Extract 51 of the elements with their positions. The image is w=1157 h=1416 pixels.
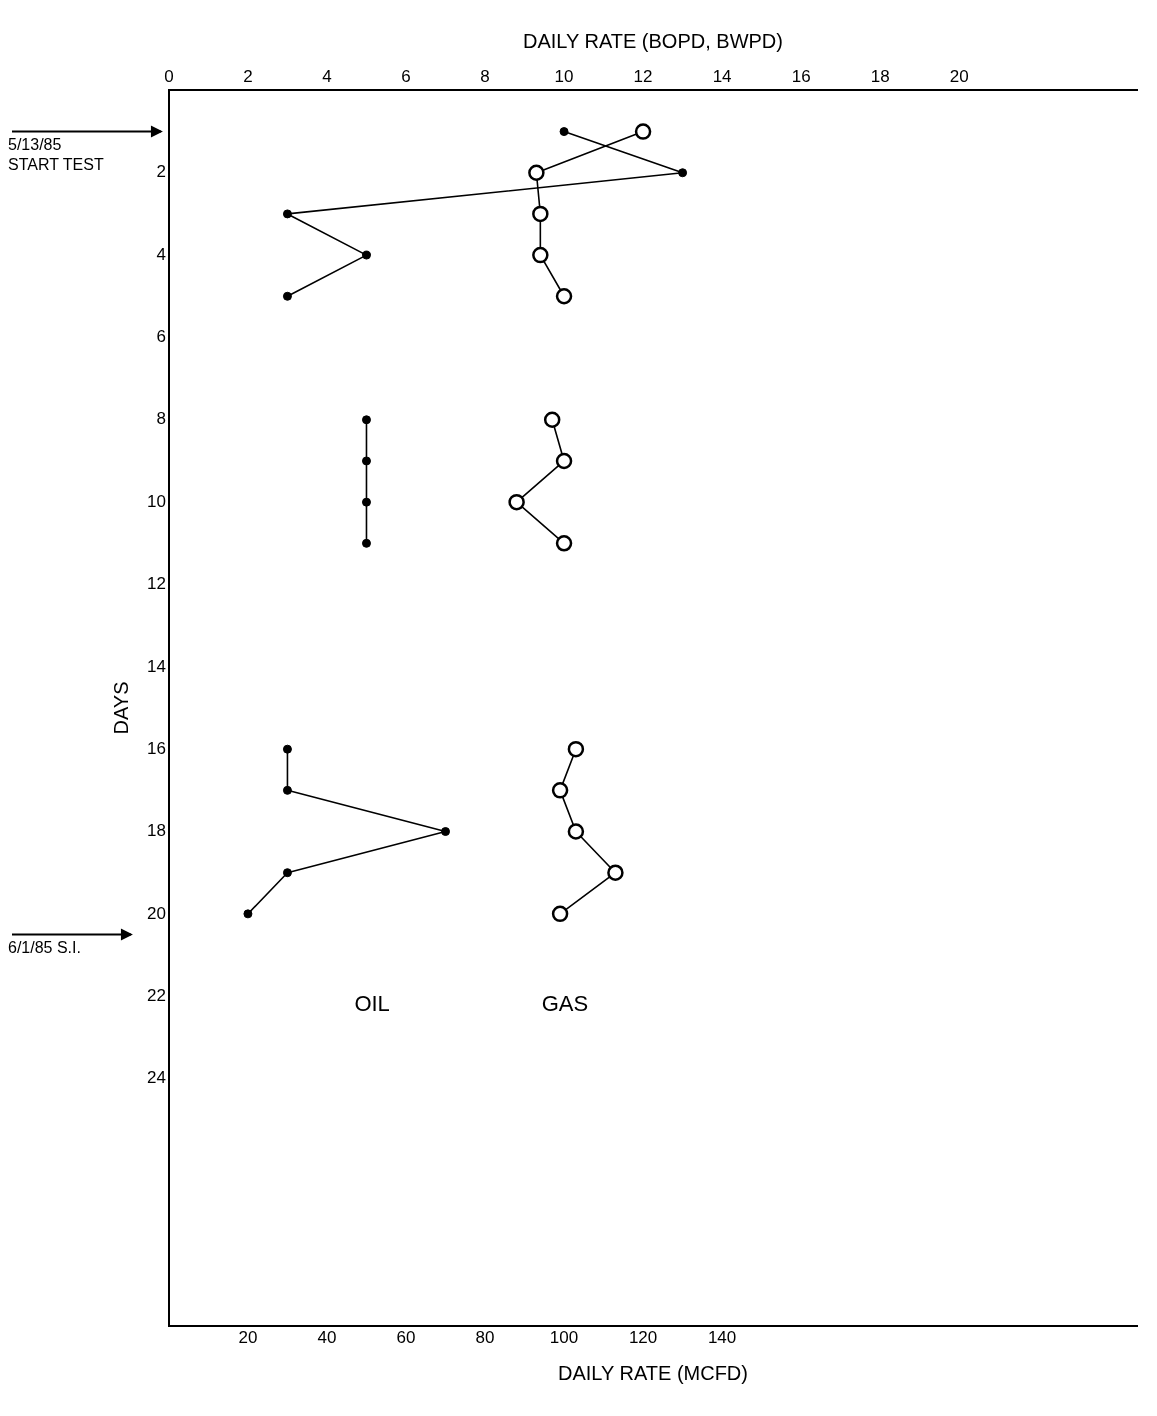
x2-tick-label: 10 [554, 66, 574, 86]
x2-tick-label: 20 [949, 66, 969, 86]
text: GAS [541, 990, 589, 1016]
x-tick-label: 20 [238, 1328, 258, 1348]
point [282, 209, 292, 219]
point [441, 827, 451, 837]
point [282, 291, 292, 301]
x2-tick-label: 12 [633, 66, 653, 86]
y-tick-label: 6 [156, 327, 166, 347]
point [282, 785, 292, 795]
y-tick-label: 16 [146, 738, 166, 758]
x2-tick-label: 6 [401, 66, 411, 86]
y-axis-title: DAYS [109, 681, 132, 735]
y-tick-label: 20 [146, 903, 166, 923]
y-tick-label: 12 [146, 574, 166, 594]
x-tick-label: 40 [317, 1328, 337, 1348]
x-tick-label: 60 [396, 1328, 416, 1348]
x-tick-label: 140 [707, 1328, 737, 1348]
x2-axis-title: DAILY RATE (BOPD, BWPD) [522, 29, 783, 52]
point [361, 538, 371, 548]
text: 5/13/85 START TEST [8, 135, 104, 173]
x2-tick-label: 0 [164, 66, 174, 86]
x2-tick-label: 14 [712, 66, 732, 86]
text: OIL [354, 990, 390, 1016]
point [361, 497, 371, 507]
point [678, 168, 688, 178]
x2-tick-label: 2 [243, 66, 253, 86]
y-tick-label: 4 [156, 244, 166, 264]
y-tick-label: 24 [146, 1068, 166, 1088]
point [559, 127, 569, 137]
point [282, 868, 292, 878]
y-tick-label: 22 [146, 985, 166, 1005]
x-tick-label: 100 [549, 1328, 579, 1348]
y-tick-label: 14 [146, 656, 166, 676]
y-tick-label: 2 [156, 162, 166, 182]
x2-tick-label: 18 [870, 66, 890, 86]
x2-tick-label: 8 [480, 66, 490, 86]
x-tick-label: 120 [628, 1328, 658, 1348]
point [361, 456, 371, 466]
text: 6/1/85 S.I. [8, 938, 81, 956]
point [282, 744, 292, 754]
point [361, 415, 371, 425]
x-axis-title: DAILY RATE (MCFD) [557, 1361, 748, 1384]
x2-tick-label: 16 [791, 66, 811, 86]
y-tick-label: 8 [156, 409, 166, 429]
y-tick-label: 18 [146, 821, 166, 841]
point [243, 909, 253, 919]
point [361, 250, 371, 260]
x2-tick-label: 4 [322, 66, 332, 86]
x-tick-label: 80 [475, 1328, 495, 1348]
y-tick-label: 10 [146, 491, 166, 511]
